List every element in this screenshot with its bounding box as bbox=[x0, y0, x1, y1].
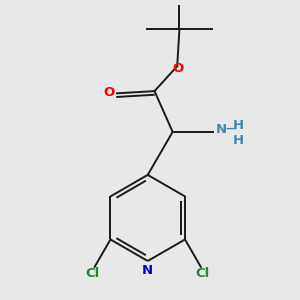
Text: N: N bbox=[142, 263, 153, 277]
Text: N: N bbox=[216, 123, 227, 136]
Text: Cl: Cl bbox=[196, 267, 210, 280]
Text: O: O bbox=[172, 62, 184, 75]
Text: H: H bbox=[232, 134, 244, 146]
Text: —: — bbox=[225, 124, 236, 134]
Text: H: H bbox=[232, 119, 244, 132]
Text: Cl: Cl bbox=[86, 267, 100, 280]
Text: O: O bbox=[103, 86, 114, 99]
